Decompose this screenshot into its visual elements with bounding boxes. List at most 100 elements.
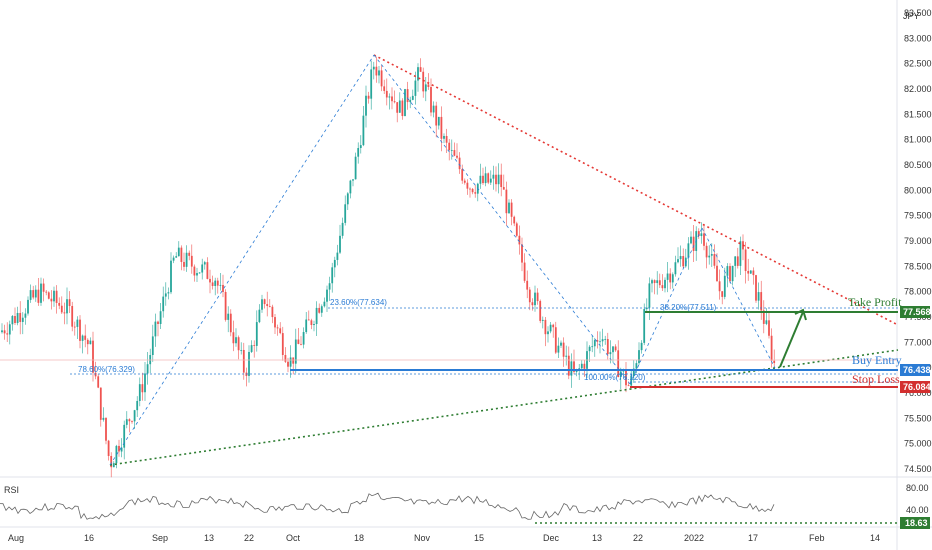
candle-body [40, 283, 42, 303]
support-trendline [109, 349, 899, 466]
candle-body [118, 445, 120, 452]
candle-body [71, 306, 74, 327]
candle-body [440, 116, 443, 139]
candle-body [612, 346, 614, 353]
candle-body [578, 368, 581, 370]
candle-body [487, 173, 490, 183]
candle-body [648, 283, 651, 308]
candle-body [66, 299, 68, 314]
candle-body [209, 278, 211, 283]
date-tick: 22 [633, 533, 643, 543]
candle-body [549, 324, 552, 332]
candle-body [284, 354, 287, 362]
candle-body [723, 275, 726, 297]
candle-body [638, 350, 640, 364]
candle-body [21, 317, 24, 322]
candle-body [333, 259, 336, 268]
candle-body [710, 254, 713, 256]
rsi-support-tag [900, 517, 930, 529]
candle-body [541, 319, 544, 321]
candle-body [627, 385, 630, 387]
candle-body [157, 321, 159, 324]
candle-body [144, 373, 146, 393]
candle-body [206, 262, 209, 279]
candle-body [190, 255, 193, 267]
candle-body [58, 302, 61, 306]
fib-line-4 [701, 227, 776, 369]
candle-body [385, 90, 388, 98]
date-tick: 17 [748, 533, 758, 543]
take-profit-tag [900, 306, 930, 318]
candle-body [224, 291, 227, 320]
candle-body [86, 339, 89, 345]
date-tick: 15 [474, 533, 484, 543]
projection-arrow [779, 311, 804, 368]
candle-body [47, 292, 50, 299]
time-axis[interactable]: Aug 16 Sep 13 22 Oct 18 Nov 15 Dec 13 22 2022 17 Feb 14 [8, 533, 880, 543]
candle-body [708, 255, 711, 258]
price-tick: 79.000 [904, 236, 932, 246]
candle-body [232, 332, 235, 344]
candle-body [50, 298, 53, 302]
candle-body [281, 333, 284, 355]
price-tick: 75.500 [904, 413, 932, 423]
candle-body [456, 155, 458, 158]
drawing-annotations: 23.60%(77.634) 78.60%(76.329) 100.00%(76… [0, 54, 902, 466]
candle-body [391, 96, 393, 102]
candle-body [752, 270, 755, 276]
candle-body [674, 262, 677, 275]
candle-body [411, 95, 414, 100]
candle-body [539, 301, 542, 321]
candle-body [271, 306, 274, 318]
candle-body [396, 102, 399, 113]
date-tick: Aug [8, 533, 24, 543]
candle-body [344, 204, 347, 223]
candle-body [557, 345, 560, 353]
candle-body [242, 349, 245, 373]
buy-entry-label: Buy Entry [852, 353, 902, 367]
candle-body [120, 447, 123, 452]
candle-body [463, 180, 466, 183]
candle-body [8, 324, 11, 335]
date-tick: Sep [152, 533, 168, 543]
candle-body [318, 307, 321, 313]
rsi-panel: RSI [0, 485, 898, 524]
fib-label-78-6: 78.60%(76.329) [78, 365, 135, 374]
candle-body [513, 216, 516, 224]
candle-body [380, 70, 383, 87]
candle-body [482, 175, 484, 184]
candle-body [640, 342, 643, 351]
candle-body [734, 256, 737, 266]
candle-body [414, 80, 417, 96]
candle-body [331, 267, 334, 284]
date-tick: Dec [543, 533, 560, 543]
candle-body [593, 340, 596, 347]
candle-body [393, 101, 396, 103]
price-tick: 80.500 [904, 160, 932, 170]
candle-body [177, 247, 180, 257]
rsi-label: RSI [4, 485, 19, 495]
candle-body [320, 306, 323, 313]
candle-body [716, 265, 718, 282]
candle-body [484, 173, 487, 184]
candle-body [63, 312, 66, 314]
candle-body [518, 235, 521, 245]
candle-body [1, 330, 3, 333]
candle-body [151, 336, 154, 356]
date-tick: 18 [354, 533, 364, 543]
price-tick: 83.500 [904, 8, 932, 18]
candle-body [240, 349, 243, 351]
candle-body [84, 335, 87, 340]
buy-entry-tag [900, 364, 930, 376]
candle-body [222, 284, 224, 292]
price-axis[interactable]: JPY 83.500 83.000 82.500 82.000 81.500 81.000… [903, 8, 932, 474]
candle-body [203, 262, 206, 265]
price-tick: 82.000 [904, 84, 932, 94]
candle-body [747, 270, 750, 274]
candle-body [159, 311, 162, 324]
price-tick: 77.000 [904, 337, 932, 347]
candle-body [170, 260, 172, 293]
candle-body [567, 355, 570, 376]
